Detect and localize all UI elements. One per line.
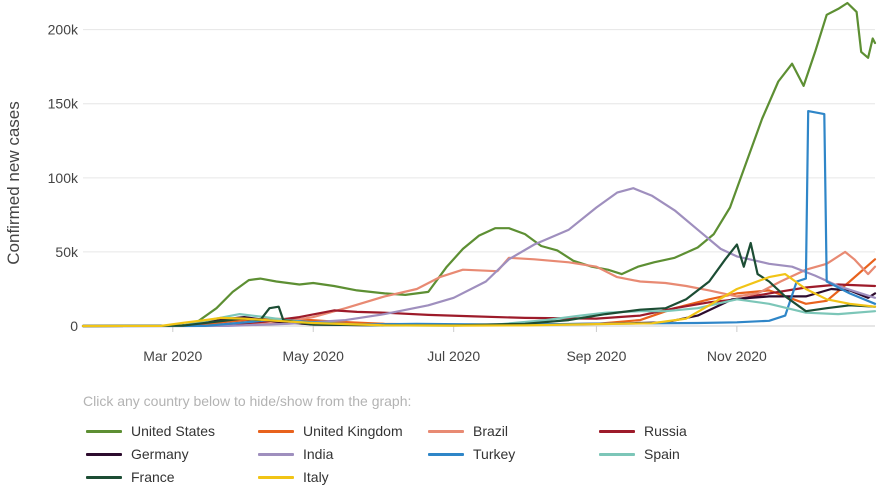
- legend-swatch: [599, 429, 635, 433]
- x-tick-label: Jul 2020: [427, 348, 480, 364]
- legend-item-russia[interactable]: Russia: [599, 420, 687, 442]
- series-line-india: [81, 187, 877, 328]
- legend-swatch: [86, 452, 122, 456]
- y-tick-label: 200k: [48, 22, 79, 38]
- line-chart: 0 50k 100k 150k 200k Mar 2020 May 2020 Jul 202…: [4, 1, 877, 364]
- legend-swatch: [258, 452, 294, 456]
- x-tick-label: Mar 2020: [143, 348, 202, 364]
- legend-item-italy[interactable]: Italy: [258, 466, 329, 488]
- legend-label: Turkey: [473, 446, 516, 462]
- y-tick-label: 100k: [48, 170, 79, 186]
- series-line-france: [81, 241, 877, 328]
- legend-label: India: [303, 446, 334, 462]
- legend-swatch: [258, 475, 294, 479]
- legend-item-france[interactable]: France: [86, 466, 175, 488]
- series-line-united-states: [81, 1, 877, 328]
- x-axis: Mar 2020 May 2020 Jul 2020 Sep 2020 Nov 2020: [143, 326, 767, 364]
- x-tick-label: May 2020: [282, 348, 344, 364]
- legend-swatch: [86, 429, 122, 433]
- legend: United States United Kingdom Brazil Russia G…: [86, 420, 846, 486]
- legend-label: Brazil: [473, 423, 509, 439]
- legend-swatch: [428, 452, 464, 456]
- legend-swatch: [599, 452, 635, 456]
- x-tick-label: Nov 2020: [707, 348, 767, 364]
- legend-item-spain[interactable]: Spain: [599, 443, 680, 465]
- legend-item-germany[interactable]: Germany: [86, 443, 189, 465]
- legend-label: Italy: [303, 469, 329, 485]
- legend-label: Russia: [644, 423, 687, 439]
- legend-label: United States: [131, 423, 216, 439]
- legend-item-united-states[interactable]: United States: [86, 420, 215, 442]
- y-tick-label: 50k: [55, 244, 79, 260]
- legend-swatch: [428, 429, 464, 433]
- y-tick-label: 0: [70, 318, 78, 334]
- legend-label: Germany: [131, 446, 189, 462]
- legend-swatch: [258, 429, 294, 433]
- series-line-spain: [81, 298, 877, 328]
- legend-item-united-kingdom[interactable]: United Kingdom: [258, 420, 403, 442]
- gridlines: [83, 29, 875, 327]
- legend-swatch: [86, 475, 122, 479]
- legend-item-turkey[interactable]: Turkey: [428, 443, 515, 465]
- x-tick-label: Sep 2020: [566, 348, 626, 364]
- y-axis: 0 50k 100k 150k 200k: [48, 22, 79, 334]
- legend-item-india[interactable]: India: [258, 443, 333, 465]
- legend-label: Spain: [644, 446, 680, 462]
- y-axis-label: Confirmed new cases: [4, 101, 23, 264]
- legend-label: France: [131, 469, 175, 485]
- legend-hint: Click any country below to hide/show fro…: [83, 393, 412, 409]
- legend-label: United Kingdom: [303, 423, 403, 439]
- series-lines: [81, 1, 877, 328]
- series-line-russia: [81, 283, 877, 328]
- y-tick-label: 150k: [48, 96, 79, 112]
- legend-item-brazil[interactable]: Brazil: [428, 420, 508, 442]
- series-line-brazil: [81, 250, 877, 328]
- series-line-italy: [81, 273, 877, 328]
